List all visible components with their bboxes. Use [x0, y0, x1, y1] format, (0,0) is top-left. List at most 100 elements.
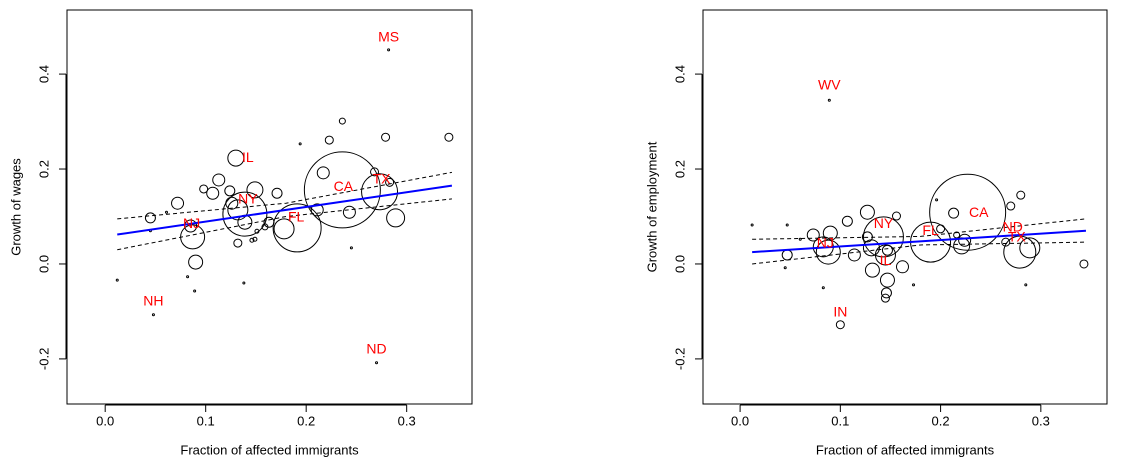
- state-label: NH: [143, 293, 163, 309]
- x-tick-label: 0.1: [197, 413, 215, 428]
- y-tick-label: 0.0: [672, 255, 687, 273]
- x-tick-label: 0.3: [398, 413, 416, 428]
- point: [227, 149, 245, 167]
- x-tick-label: 0.0: [731, 413, 749, 428]
- point: [835, 320, 845, 330]
- confidence-band: [117, 171, 452, 220]
- point: [958, 233, 972, 247]
- point: [361, 173, 399, 211]
- point: [387, 48, 391, 52]
- point: [891, 211, 901, 221]
- point: [1001, 237, 1011, 247]
- point: [444, 132, 454, 142]
- point: [298, 142, 302, 146]
- point: [821, 286, 825, 290]
- y-tick-label: -0.2: [672, 348, 687, 370]
- point: [206, 186, 220, 200]
- y-tick-label: -0.2: [36, 348, 51, 370]
- x-tick-label: 0.1: [831, 413, 849, 428]
- x-tick-label: 0.0: [96, 413, 114, 428]
- panel: 0.0 0.1 0.2 0.3 -0.2 0.0 0.2 0.4 Fraction of aff…: [8, 9, 473, 457]
- point: [841, 215, 853, 227]
- y-tick-label: 0.0: [36, 255, 51, 273]
- point: [785, 223, 789, 227]
- point: [953, 231, 961, 239]
- point: [222, 191, 268, 237]
- point: [880, 293, 890, 303]
- state-label: FL: [288, 209, 305, 225]
- point: [151, 313, 155, 317]
- state-label: MS: [378, 29, 399, 45]
- state-label: TX: [373, 171, 392, 187]
- point: [271, 187, 283, 199]
- point: [316, 166, 330, 180]
- confidence-band: [752, 241, 1086, 265]
- point: [781, 249, 793, 261]
- x-axis-label: Fraction of affected immigrants: [180, 442, 359, 457]
- point: [874, 244, 896, 266]
- point: [1006, 201, 1016, 211]
- point: [212, 173, 226, 187]
- point: [895, 260, 909, 274]
- state-label: NY: [238, 191, 258, 207]
- point: [936, 224, 946, 234]
- y-tick-label: 0.2: [36, 160, 51, 178]
- point: [822, 225, 838, 241]
- confidence-band: [752, 218, 1087, 240]
- point: [171, 196, 185, 210]
- y-axis-label: Growth of wages: [8, 158, 23, 256]
- x-tick-label: 0.2: [932, 413, 950, 428]
- point: [375, 361, 379, 365]
- point: [144, 212, 156, 224]
- point: [827, 98, 831, 102]
- y-tick-label: 0.4: [36, 65, 51, 83]
- state-label: IN: [833, 304, 847, 320]
- point: [862, 239, 880, 257]
- point: [186, 275, 190, 279]
- x-tick-label: 0.3: [1032, 413, 1050, 428]
- point: [233, 238, 243, 248]
- x-axis-label: Fraction of affected immigrants: [816, 442, 995, 457]
- state-label: IL: [242, 149, 254, 165]
- point: [370, 167, 380, 177]
- fit-line: [117, 184, 453, 236]
- confidence-band: [117, 198, 452, 251]
- y-axis-label: Growth of employment: [644, 141, 659, 272]
- state-label: WV: [818, 77, 841, 93]
- point: [246, 181, 264, 199]
- point: [948, 207, 960, 219]
- point: [1019, 237, 1041, 259]
- y-tick-label: 0.2: [672, 160, 687, 178]
- point: [381, 132, 391, 142]
- state-label: CA: [969, 204, 989, 220]
- point: [806, 228, 820, 242]
- point: [1016, 190, 1026, 200]
- point: [386, 208, 406, 228]
- state-label: NJ: [817, 235, 834, 251]
- point: [864, 262, 880, 278]
- state-label: NY: [874, 215, 894, 231]
- point: [929, 173, 1007, 251]
- y-tick-label: 0.4: [672, 65, 687, 83]
- state-label: NJ: [183, 215, 200, 231]
- point: [880, 287, 892, 299]
- point: [349, 246, 353, 250]
- point: [252, 236, 258, 242]
- state-label: ND: [366, 341, 386, 357]
- point: [310, 203, 324, 217]
- point: [188, 254, 204, 270]
- point: [115, 278, 119, 282]
- x-tick-label: 0.2: [297, 413, 315, 428]
- point: [862, 216, 904, 258]
- point: [385, 177, 395, 187]
- point: [273, 218, 295, 240]
- point: [1024, 283, 1028, 287]
- point: [193, 289, 197, 293]
- plot-frame: [702, 9, 1108, 405]
- point: [1079, 259, 1089, 269]
- point: [859, 204, 875, 220]
- panel: 0.0 0.1 0.2 0.3 -0.2 0.0 0.2 0.4 Fraction of aff…: [644, 9, 1108, 457]
- plot-frame: [66, 9, 473, 405]
- point: [272, 203, 322, 253]
